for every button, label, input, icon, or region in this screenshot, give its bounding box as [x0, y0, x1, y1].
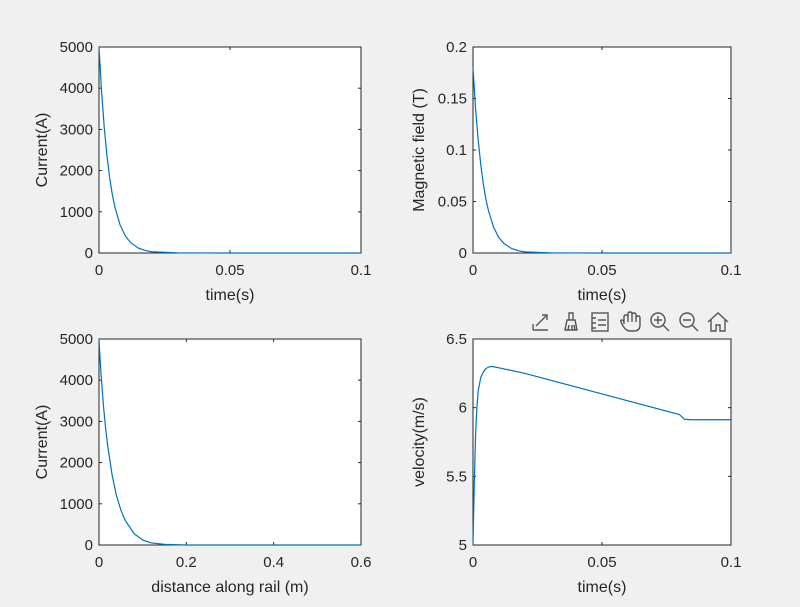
y-axis-label: Current(A)	[34, 405, 51, 480]
y-axis-label: velocity(m/s)	[411, 397, 428, 487]
subplot-3: 0 0.2 0.4 0.6 0 1000 2000 3000 4000 5000 distance …	[34, 331, 371, 596]
plots: 0 0.05 0.1010002000300040005000time(s)Curr…	[34, 39, 741, 596]
axes-toolbar	[532, 311, 729, 332]
y-tick-label: 5.5	[446, 468, 467, 485]
plot-area[interactable]	[472, 338, 732, 546]
y-tick-label: 4000	[60, 80, 93, 97]
x-tick-label: 0.2	[176, 554, 197, 571]
y-axis-label: Current(A)	[34, 113, 51, 188]
x-tick-label: 0	[95, 554, 103, 571]
export-icon[interactable]	[532, 314, 548, 331]
subplot-1: 0 0.05 0.1 0 1000 2000 3000 4000 5000 time(s) Curr…	[34, 39, 371, 304]
y-tick-label: 6.5	[446, 331, 467, 348]
y-tick-label: 0	[85, 245, 93, 262]
y-axis-label: Magnetic field (T)	[411, 88, 428, 212]
x-tick-label: 0.05	[215, 262, 244, 279]
plot-area[interactable]	[98, 338, 362, 546]
y-tick-label: 3000	[60, 413, 93, 430]
subplot-2: 0 0.05 0.1 0 0.05 0.1 0.15 0.2 time(s) Magnetic f…	[411, 39, 741, 304]
subplot-4: 0 0.05 0.1 5 5.5 6 6.5 time(s) velocity(m/s)	[411, 331, 741, 596]
series-line-1	[98, 46, 361, 254]
y-tick-label: 5000	[60, 331, 93, 348]
y-tick-label: 0.15	[438, 91, 467, 108]
x-axis-label: time(s)	[578, 287, 627, 304]
x-tick-label: 0.1	[721, 554, 742, 571]
y-tick-label: 0	[85, 537, 93, 554]
legend-icon[interactable]	[591, 312, 609, 332]
y-tick-label: 5000	[60, 39, 93, 56]
y-tick-label: 1000	[60, 204, 93, 221]
y-tick-label: 4000	[60, 372, 93, 389]
x-tick-label: 0.4	[263, 554, 284, 571]
x-tick-label: 0.1	[721, 262, 742, 279]
y-tick-label: 6	[459, 400, 467, 417]
y-tick-label: 0.2	[446, 39, 467, 56]
x-tick-label: 0	[469, 262, 477, 279]
y-tick-label: 1000	[60, 496, 93, 513]
x-tick-label: 0.05	[587, 554, 616, 571]
brush-icon[interactable]	[564, 312, 578, 331]
series-line-1	[472, 365, 731, 546]
y-tick-label: 2000	[60, 163, 93, 180]
y-tick-label: 0	[459, 245, 467, 262]
zoom-out-icon[interactable]	[679, 312, 699, 332]
x-tick-label: 0	[95, 262, 103, 279]
y-tick-label: 2000	[60, 455, 93, 472]
plot-area[interactable]	[472, 46, 732, 254]
x-axis-label: time(s)	[206, 287, 255, 304]
plot-area[interactable]	[98, 46, 362, 254]
x-tick-label: 0	[469, 554, 477, 571]
home-icon[interactable]	[707, 312, 729, 332]
y-tick-label: 0.1	[446, 142, 467, 159]
series-line-1	[98, 338, 361, 546]
x-axis-label: distance along rail (m)	[151, 579, 308, 596]
series-line-1	[472, 67, 731, 254]
y-tick-label: 0.05	[438, 194, 467, 211]
x-tick-label: 0.6	[351, 554, 372, 571]
zoom-in-icon[interactable]	[650, 312, 670, 332]
x-tick-label: 0.1	[351, 262, 372, 279]
y-tick-label: 5	[459, 537, 467, 554]
x-tick-label: 0.05	[587, 262, 616, 279]
y-tick-label: 3000	[60, 121, 93, 138]
x-axis-label: time(s)	[578, 579, 627, 596]
pan-icon[interactable]	[619, 311, 641, 332]
